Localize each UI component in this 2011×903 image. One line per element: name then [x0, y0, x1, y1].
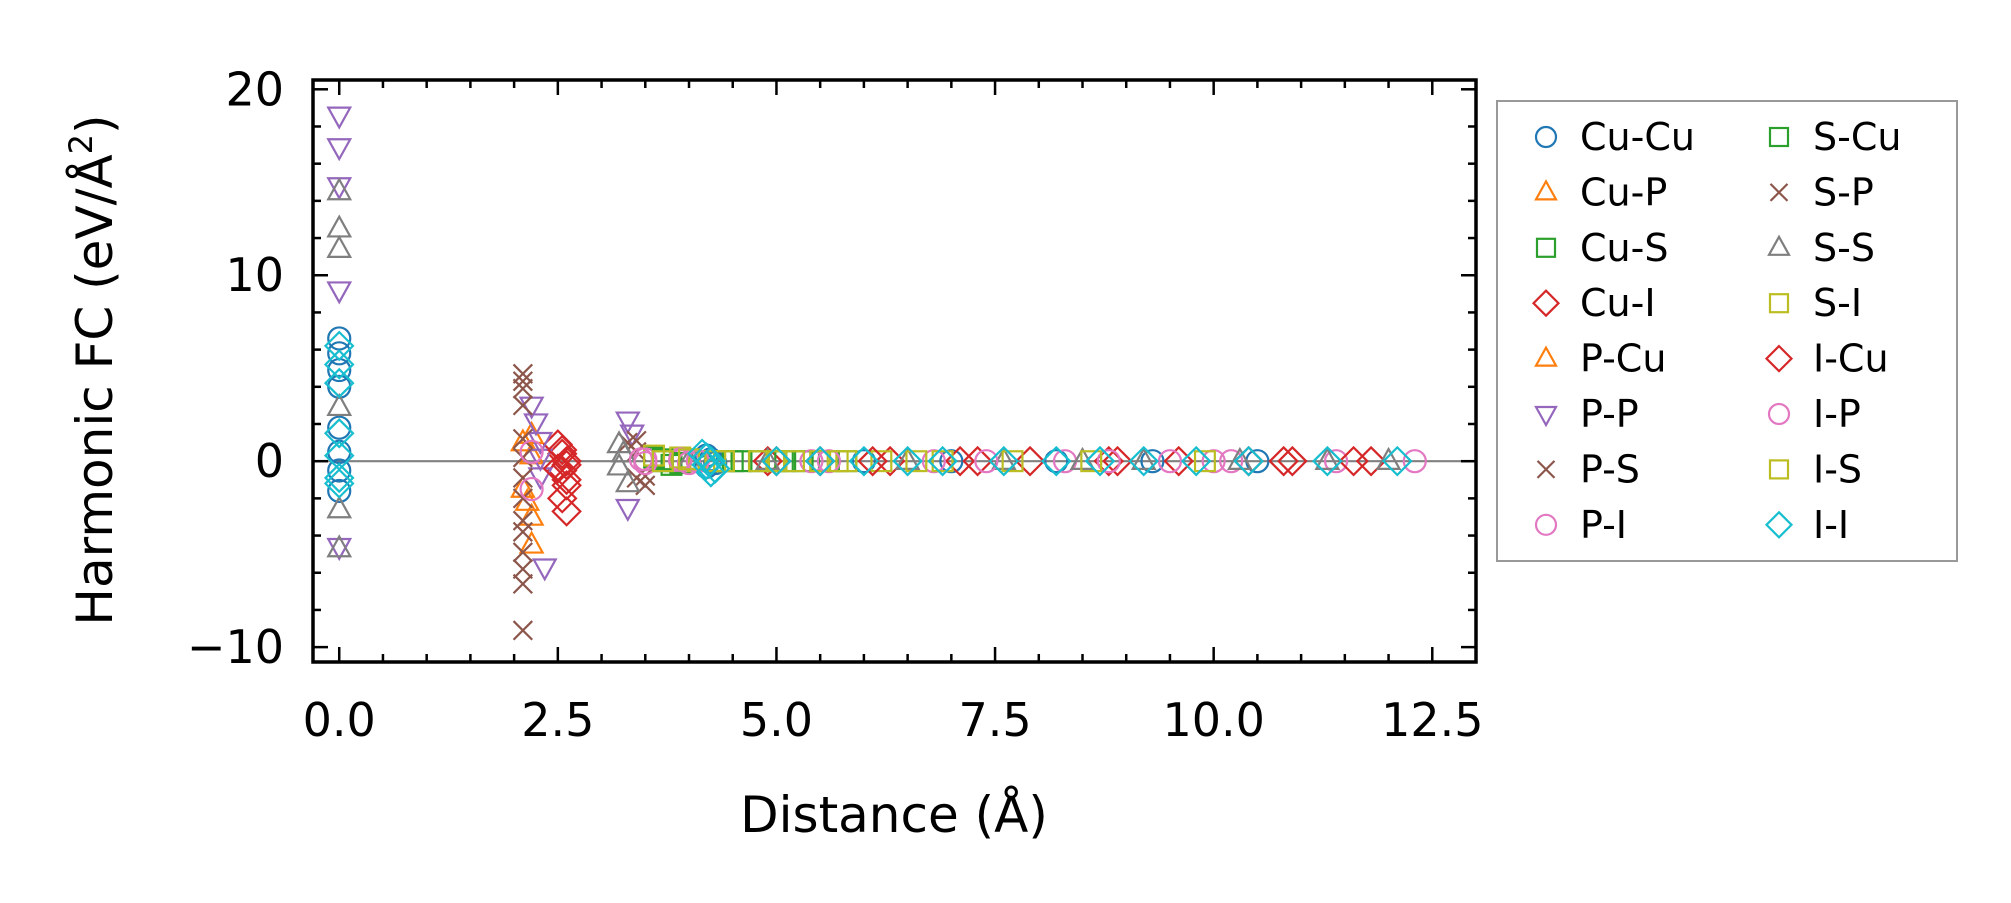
point-p-s [514, 575, 533, 594]
legend-label-cu-cu: Cu-Cu [1580, 115, 1695, 159]
x-tick-label: 0.0 [303, 693, 376, 747]
legend-label-i-p: I-P [1813, 392, 1861, 436]
y-axis-label: Harmonic FC (eV/Å2) [62, 114, 124, 625]
point-p-s [514, 621, 533, 640]
series-p-p [328, 108, 643, 580]
point-s-p [514, 511, 533, 530]
legend: Cu-Cu Cu-P Cu-S Cu-I P-Cu P-P P-S P-I S-Cu S-P S-S… [1497, 101, 1957, 561]
y-axis-label-end: ) [66, 114, 124, 134]
point-p-p [328, 282, 350, 302]
point-p-p [617, 500, 639, 520]
series-cu-i [544, 431, 1385, 525]
series-i-cu [544, 436, 1367, 493]
legend-label-s-i: S-I [1813, 281, 1862, 325]
series-s-s [328, 179, 1399, 556]
y-axis-label-superscript: 2 [62, 134, 100, 154]
x-tick-labels: 0.0 2.5 5.0 7.5 10.0 12.5 [303, 693, 1484, 747]
legend-label-s-s: S-S [1813, 226, 1875, 270]
y-tick-label: 20 [225, 62, 284, 116]
point-p-p [617, 413, 639, 433]
legend-label-i-i: I-I [1813, 503, 1849, 547]
series-cu-cu [328, 327, 1268, 501]
legend-label-cu-p: Cu-P [1580, 170, 1667, 214]
legend-label-p-s: P-S [1580, 447, 1640, 491]
scatter-chart: 0.0 2.5 5.0 7.5 10.0 12.5 −10 0 10 20 Distance (… [0, 0, 2011, 903]
point-cu-i [553, 498, 581, 526]
y-axis-label-main: Harmonic FC (eV/Å [66, 154, 124, 625]
legend-label-p-i: P-I [1580, 503, 1627, 547]
point-p-s [514, 489, 533, 508]
x-axis-label: Distance (Å) [740, 786, 1048, 844]
legend-frame [1497, 101, 1957, 561]
legend-label-cu-s: Cu-S [1580, 226, 1668, 270]
legend-label-i-cu: I-Cu [1813, 337, 1889, 381]
plot-frame [313, 80, 1476, 662]
legend-label-cu-i: Cu-I [1580, 281, 1656, 325]
point-p-s [514, 560, 533, 579]
axis-ticks [313, 80, 1476, 662]
y-tick-label: −10 [187, 620, 284, 674]
y-tick-labels: −10 0 10 20 [187, 62, 284, 674]
point-p-p [328, 139, 350, 159]
x-tick-label: 10.0 [1162, 693, 1264, 747]
series-i-i [325, 332, 1411, 497]
x-tick-label: 12.5 [1381, 693, 1483, 747]
point-p-p [534, 559, 556, 579]
data-points [325, 108, 1425, 640]
x-tick-label: 7.5 [958, 693, 1031, 747]
y-tick-label: 0 [255, 434, 284, 488]
legend-label-i-s: I-S [1813, 447, 1862, 491]
point-s-s [328, 497, 350, 517]
legend-label-s-p: S-P [1813, 170, 1874, 214]
point-p-p [328, 108, 350, 128]
point-i-i [325, 332, 353, 360]
legend-label-s-cu: S-Cu [1813, 115, 1901, 159]
point-s-s [328, 217, 350, 237]
y-tick-label: 10 [225, 248, 284, 302]
legend-label-p-p: P-P [1580, 392, 1639, 436]
point-s-s [328, 237, 350, 257]
x-tick-label: 2.5 [521, 693, 594, 747]
point-p-s [514, 396, 533, 415]
legend-label-p-cu: P-Cu [1580, 337, 1666, 381]
x-tick-label: 5.0 [740, 693, 813, 747]
